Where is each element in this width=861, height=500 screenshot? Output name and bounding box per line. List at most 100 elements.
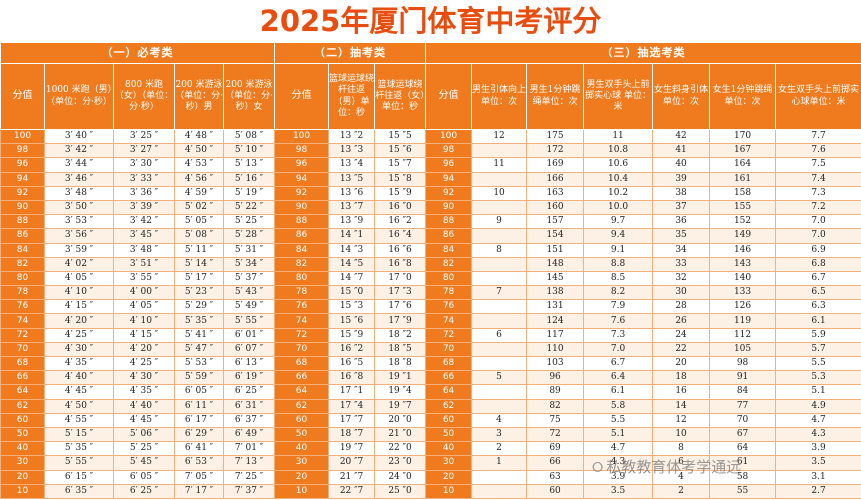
score-cell: 96 xyxy=(425,157,473,173)
header-pullup-male: 男生引体向上单位：次 xyxy=(471,63,528,130)
table-cell: 6.7 xyxy=(583,355,654,372)
table-cell: 5′ 47 ″ xyxy=(174,341,224,358)
table-cell: 5′ 31 ″ xyxy=(222,242,276,258)
table-cell: 8.2 xyxy=(583,285,654,301)
table-cell: 2 xyxy=(471,441,528,457)
score-cell: 90 xyxy=(274,199,330,216)
table-cell: 4′ 00 ″ xyxy=(113,285,175,301)
table-cell: 7.3 xyxy=(775,185,861,201)
table-cell: 16 ″0 xyxy=(374,199,427,216)
table-cell: 4′ 15 ″ xyxy=(44,299,114,315)
table-cell: 164 xyxy=(709,157,777,173)
table-cell: 3′ 45 ″ xyxy=(113,228,175,244)
score-cell: 80 xyxy=(274,270,330,287)
table-cell: 12 xyxy=(471,128,528,145)
table-cell: 4′ 50 ″ xyxy=(44,398,114,414)
table-cell: 5′ 37 ″ xyxy=(222,270,276,287)
table-cell: 7.0 xyxy=(775,228,861,244)
table-cell: 105 xyxy=(709,341,777,358)
section-required: （一）必考类 xyxy=(0,42,276,64)
table-cell: 5′ 19 ″ xyxy=(222,185,276,201)
table-cell: 3′ 42 ″ xyxy=(44,143,114,159)
score-cell: 70 xyxy=(425,341,473,358)
table-row: 82 4′ 02 ″ 3′ 51 ″ 5′ 14 ″ 5′ 34 ″ 82 14 ″5 16 … xyxy=(0,256,861,272)
table-cell: 17 ″1 xyxy=(328,384,376,400)
table-cell: 7.3 xyxy=(583,327,654,343)
table-cell: 75 xyxy=(526,412,585,428)
table-row: 74 4′ 20 ″ 4′ 10 ″ 5′ 35 ″ 5′ 55 ″ 74 15 ″6 17 … xyxy=(0,313,861,329)
score-cell: 86 xyxy=(425,228,473,244)
table-cell: 6′ 49 ″ xyxy=(222,426,276,443)
score-cell: 98 xyxy=(425,143,473,159)
table-cell: 131 xyxy=(526,299,585,315)
table-cell: 77 xyxy=(709,398,777,414)
table-cell: 15 ″0 xyxy=(328,285,376,301)
table-cell: 152 xyxy=(709,214,777,230)
table-cell xyxy=(471,384,528,400)
table-cell: 3.5 xyxy=(775,455,861,471)
table-cell: 98 xyxy=(709,355,777,372)
table-cell: 6′ 41 ″ xyxy=(174,441,224,457)
table-cell: 4′ 56 ″ xyxy=(174,171,224,187)
table-row: 62 4′ 50 ″ 4′ 40 ″ 6′ 11 ″ 6′ 31 ″ 62 17 ″4 19 … xyxy=(0,398,861,414)
page-title: 2025年厦门体育中考评分 xyxy=(259,4,602,38)
table-cell: 3′ 56 ″ xyxy=(44,228,114,244)
table-cell: 13 ″5 xyxy=(328,171,376,187)
table-cell: 4′ 02 ″ xyxy=(44,256,114,272)
table-cell: 10 xyxy=(652,426,711,443)
table-cell: 82 xyxy=(526,398,585,414)
table-cell: 10.4 xyxy=(583,171,654,187)
table-cell: 6′ 05 ″ xyxy=(174,384,224,400)
table-cell: 4′ 35 ″ xyxy=(113,384,175,400)
table-cell: 15 ″8 xyxy=(374,171,427,187)
table-cell xyxy=(471,199,528,216)
table-cell: 3.1 xyxy=(775,469,861,485)
table-cell: 3′ 48 ″ xyxy=(44,185,114,201)
table-row: 90 3′ 50 ″ 3′ 39 ″ 5′ 02 ″ 5′ 22 ″ 90 13 ″7 16 … xyxy=(0,199,861,216)
score-cell: 96 xyxy=(274,157,330,173)
header-swim-female: 200 米游泳（单位：分·秒）女 xyxy=(222,63,276,130)
table-cell: 60 xyxy=(526,483,585,499)
table-cell: 66 xyxy=(526,455,585,471)
table-cell: 14 xyxy=(652,398,711,414)
table-row: 30 5′ 55 ″ 5′ 45 ″ 6′ 53 ″ 7′ 13 ″ 30 20 ″7 23 … xyxy=(0,455,861,471)
score-cell: 30 xyxy=(425,455,473,471)
table-cell: 8 xyxy=(652,441,711,457)
table-cell: 41 xyxy=(652,143,711,159)
table-cell: 160 xyxy=(526,199,585,216)
table-cell: 19 ″1 xyxy=(374,370,427,386)
table-cell: 4′ 05 ″ xyxy=(113,299,175,315)
header-score: 分值 xyxy=(274,63,330,130)
table-cell: 34 xyxy=(652,242,711,258)
table-cell: 5′ 23 ″ xyxy=(174,285,224,301)
table-cell: 6′ 25 ″ xyxy=(222,384,276,400)
score-cell: 78 xyxy=(274,285,330,301)
table-cell: 6′ 07 ″ xyxy=(222,341,276,358)
table-cell: 91 xyxy=(709,370,777,386)
table-cell: 4′ 50 ″ xyxy=(174,143,224,159)
score-cell: 88 xyxy=(0,214,45,230)
table-cell: 6′ 37 ″ xyxy=(222,412,276,428)
table-cell: 5.5 xyxy=(583,412,654,428)
table-cell xyxy=(471,469,528,485)
table-cell: 10.8 xyxy=(583,143,654,159)
score-cell: 74 xyxy=(425,313,473,329)
score-cell: 92 xyxy=(425,185,473,201)
table-cell: 6.9 xyxy=(775,242,861,258)
score-cell: 40 xyxy=(274,441,330,457)
table-cell: 32 xyxy=(652,270,711,287)
table-cell: 5.5 xyxy=(775,355,861,372)
table-cell: 3′ 30 ″ xyxy=(113,157,175,173)
score-cell: 72 xyxy=(0,327,45,343)
table-cell: 4′ 10 ″ xyxy=(113,313,175,329)
table-cell: 15 ″9 xyxy=(374,185,427,201)
table-cell: 4′ 48 ″ xyxy=(174,128,224,145)
table-cell: 17 ″0 xyxy=(374,270,427,287)
table-cell: 124 xyxy=(526,313,585,329)
table-cell: 14 ″1 xyxy=(328,228,376,244)
score-cell: 84 xyxy=(425,242,473,258)
table-cell: 5.9 xyxy=(775,327,861,343)
table-cell: 10.6 xyxy=(583,157,654,173)
score-cell: 76 xyxy=(0,299,45,315)
table-cell: 25 ″0 xyxy=(374,483,427,499)
